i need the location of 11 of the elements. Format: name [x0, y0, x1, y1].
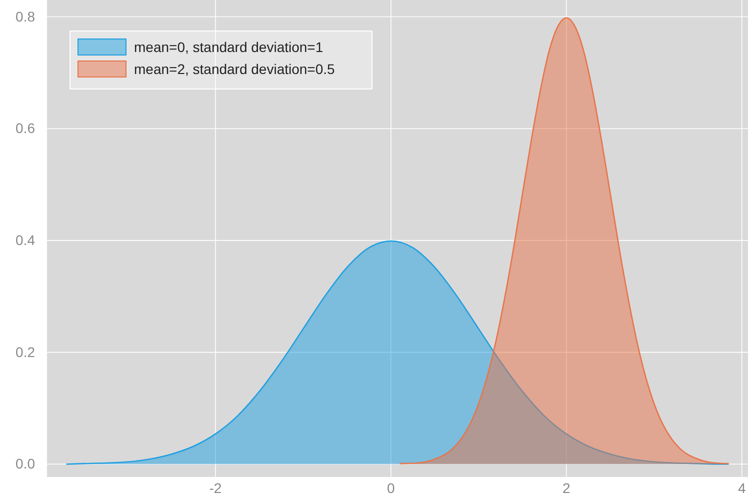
legend-label: mean=2, standard deviation=0.5: [134, 61, 336, 77]
y-tick-label: 0.2: [16, 344, 36, 360]
y-tick-label: 0.6: [16, 120, 36, 136]
x-tick-label: 2: [562, 480, 570, 496]
x-tick-label: 4: [738, 480, 746, 496]
legend-label: mean=0, standard deviation=1: [134, 39, 324, 55]
x-tick-label: 0: [387, 480, 396, 496]
y-tick-label: 0.4: [16, 232, 36, 248]
y-tick-label: 0.0: [16, 456, 36, 472]
y-tick-label: 0.8: [16, 8, 36, 24]
x-tick-label: -2: [209, 480, 222, 496]
